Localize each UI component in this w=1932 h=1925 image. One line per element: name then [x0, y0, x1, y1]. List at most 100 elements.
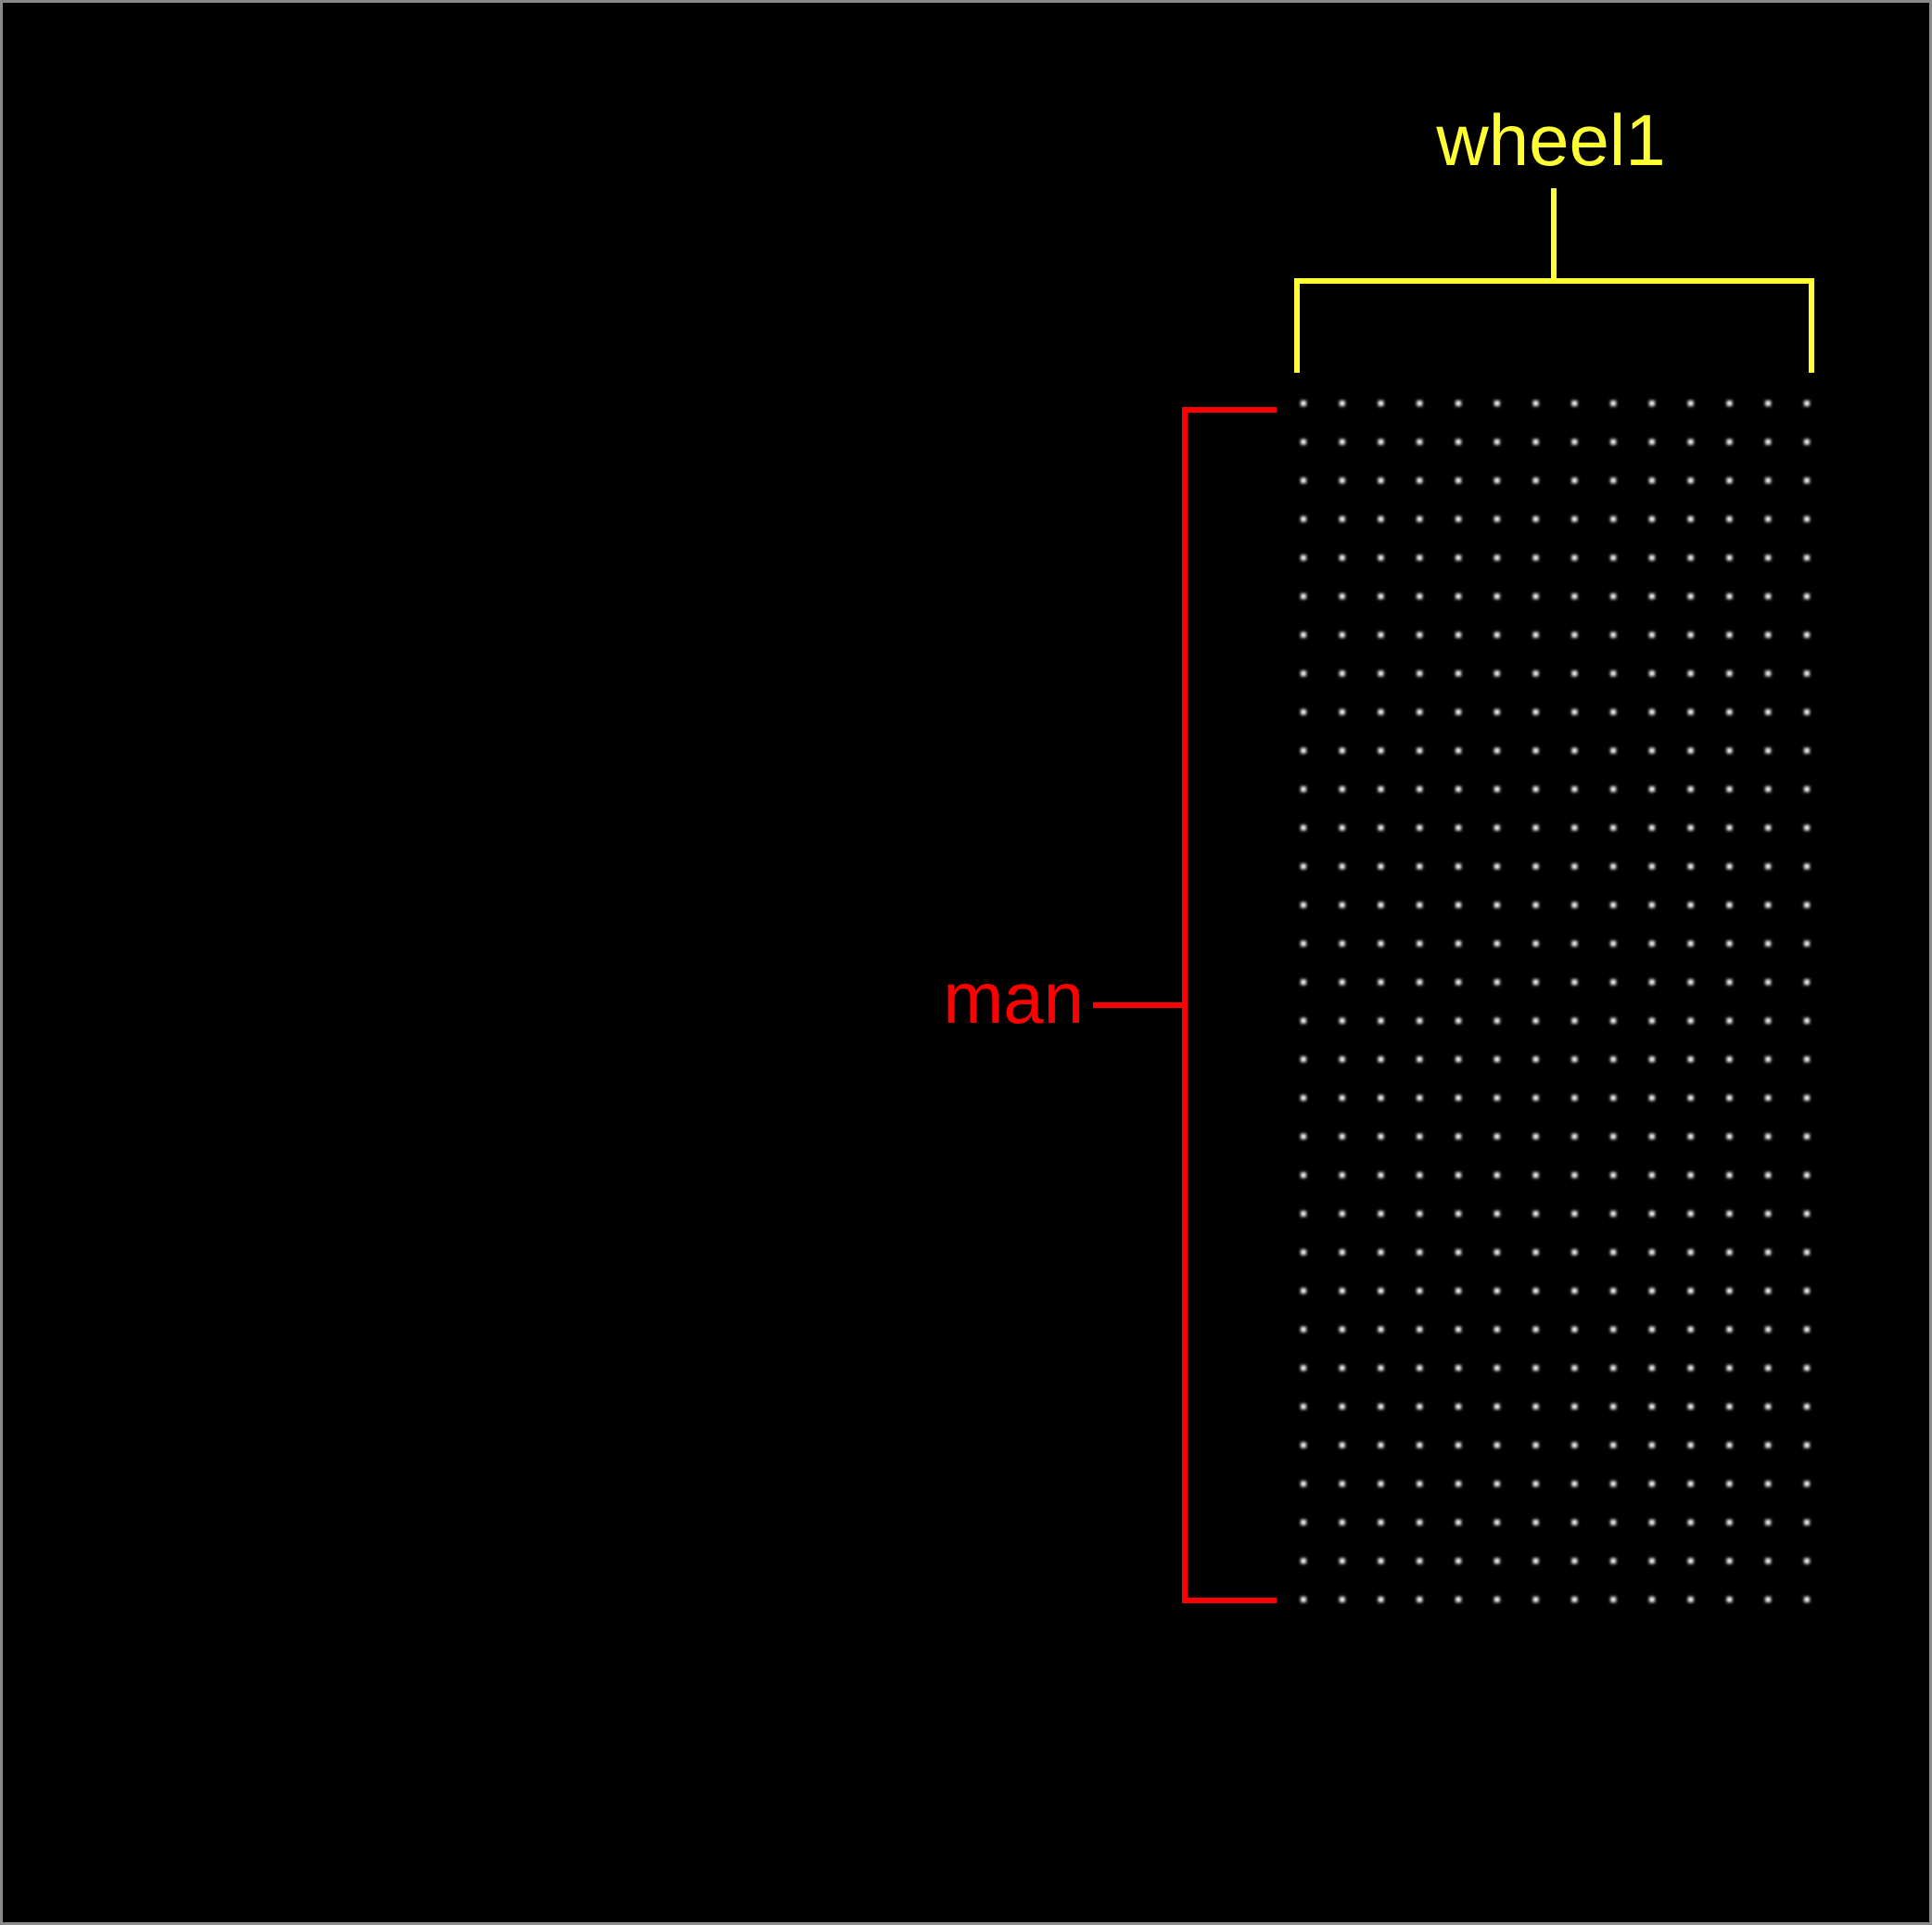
grid-dot [1571, 979, 1578, 986]
grid-dot [1804, 824, 1810, 831]
grid-dot [1532, 516, 1539, 522]
grid-dot [1804, 1597, 1810, 1602]
grid-dot [1687, 439, 1694, 445]
grid-dot [1804, 1249, 1810, 1256]
grid-dot [1726, 593, 1733, 600]
grid-dot [1339, 1597, 1345, 1602]
grid-dot [1687, 555, 1694, 561]
grid-dot [1571, 439, 1578, 445]
grid-dot [1455, 1288, 1462, 1294]
grid-dot [1571, 940, 1578, 947]
grid-dot [1610, 863, 1617, 870]
grid-dot [1648, 516, 1655, 522]
grid-dot [1726, 1597, 1733, 1602]
grid-dot [1532, 478, 1539, 484]
grid-dot [1378, 401, 1384, 406]
grid-dot [1532, 708, 1539, 715]
grid-dot [1610, 1597, 1617, 1602]
grid-dot [1687, 747, 1694, 754]
grid-dot [1610, 1249, 1617, 1256]
grid-dot [1378, 593, 1384, 600]
grid-dot [1339, 439, 1345, 445]
grid-dot [1726, 631, 1733, 638]
grid-dot [1726, 940, 1733, 947]
grid-dot [1610, 1481, 1617, 1487]
grid-dot [1378, 439, 1384, 445]
grid-dot [1301, 401, 1306, 406]
grid-dot [1532, 593, 1539, 600]
grid-dot [1765, 1056, 1772, 1063]
grid-dot [1532, 1133, 1539, 1140]
grid-dot [1378, 940, 1384, 947]
grid-dot [1610, 1288, 1617, 1294]
grid-dot [1571, 401, 1578, 406]
grid-dot [1804, 1056, 1810, 1063]
grid-dot [1726, 670, 1733, 677]
grid-dot [1648, 1558, 1655, 1564]
grid-dot [1301, 1519, 1306, 1525]
grid-dot [1417, 1133, 1423, 1140]
grid-dot [1532, 439, 1539, 445]
grid-dot [1571, 1481, 1578, 1487]
grid-dot [1765, 1365, 1772, 1371]
grid-dot [1726, 1133, 1733, 1140]
grid-dot [1687, 670, 1694, 677]
grid-dot [1455, 1597, 1462, 1602]
grid-dot [1765, 1519, 1772, 1525]
grid-dot [1339, 824, 1345, 831]
grid-dot [1765, 786, 1772, 793]
grid-dot [1765, 1288, 1772, 1294]
grid-dot [1648, 1017, 1655, 1024]
grid-dot [1301, 478, 1306, 484]
grid-dot [1378, 1133, 1384, 1140]
grid-dot [1571, 902, 1578, 908]
grid-dot [1648, 478, 1655, 484]
grid-dot [1339, 1365, 1345, 1371]
grid-dot [1532, 1558, 1539, 1564]
grid-dot [1339, 1288, 1345, 1294]
grid-dot [1417, 786, 1423, 793]
grid-dot [1301, 1481, 1306, 1487]
grid-dot [1765, 1442, 1772, 1448]
grid-dot [1687, 1095, 1694, 1101]
grid-dot [1610, 1172, 1617, 1179]
grid-dot [1301, 708, 1306, 715]
wheel1-bracket-line [1294, 278, 1814, 373]
grid-dot [1455, 670, 1462, 677]
grid-dot [1804, 708, 1810, 715]
grid-dot [1687, 631, 1694, 638]
grid-dot [1610, 1442, 1617, 1448]
grid-dot [1648, 1249, 1655, 1256]
grid-dot [1378, 747, 1384, 754]
grid-dot [1648, 1210, 1655, 1217]
grid-dot [1339, 708, 1345, 715]
grid-dot [1571, 1095, 1578, 1101]
grid-dot [1804, 786, 1810, 793]
grid-dot [1648, 979, 1655, 986]
grid-dot [1687, 1481, 1694, 1487]
grid-dot [1417, 1519, 1423, 1525]
grid-dot [1301, 1172, 1306, 1179]
grid-dot [1455, 1519, 1462, 1525]
grid-dot [1378, 786, 1384, 793]
grid-dot [1726, 1326, 1733, 1332]
grid-dot [1648, 863, 1655, 870]
grid-dot [1610, 555, 1617, 561]
grid-dot [1648, 1095, 1655, 1101]
grid-dot [1765, 631, 1772, 638]
grid-dot [1726, 555, 1733, 561]
grid-dot [1726, 1558, 1733, 1564]
grid-dot [1378, 1597, 1384, 1602]
grid-dot [1804, 1442, 1810, 1448]
grid-dot [1726, 708, 1733, 715]
grid-dot [1339, 631, 1345, 638]
grid-dot [1378, 902, 1384, 908]
grid-dot [1687, 940, 1694, 947]
grid-dot [1610, 902, 1617, 908]
grid-dot [1726, 439, 1733, 445]
grid-dot [1687, 1288, 1694, 1294]
grid-dot [1687, 708, 1694, 715]
grid-dot [1726, 979, 1733, 986]
grid-dot [1301, 516, 1306, 522]
grid-dot [1765, 1095, 1772, 1101]
